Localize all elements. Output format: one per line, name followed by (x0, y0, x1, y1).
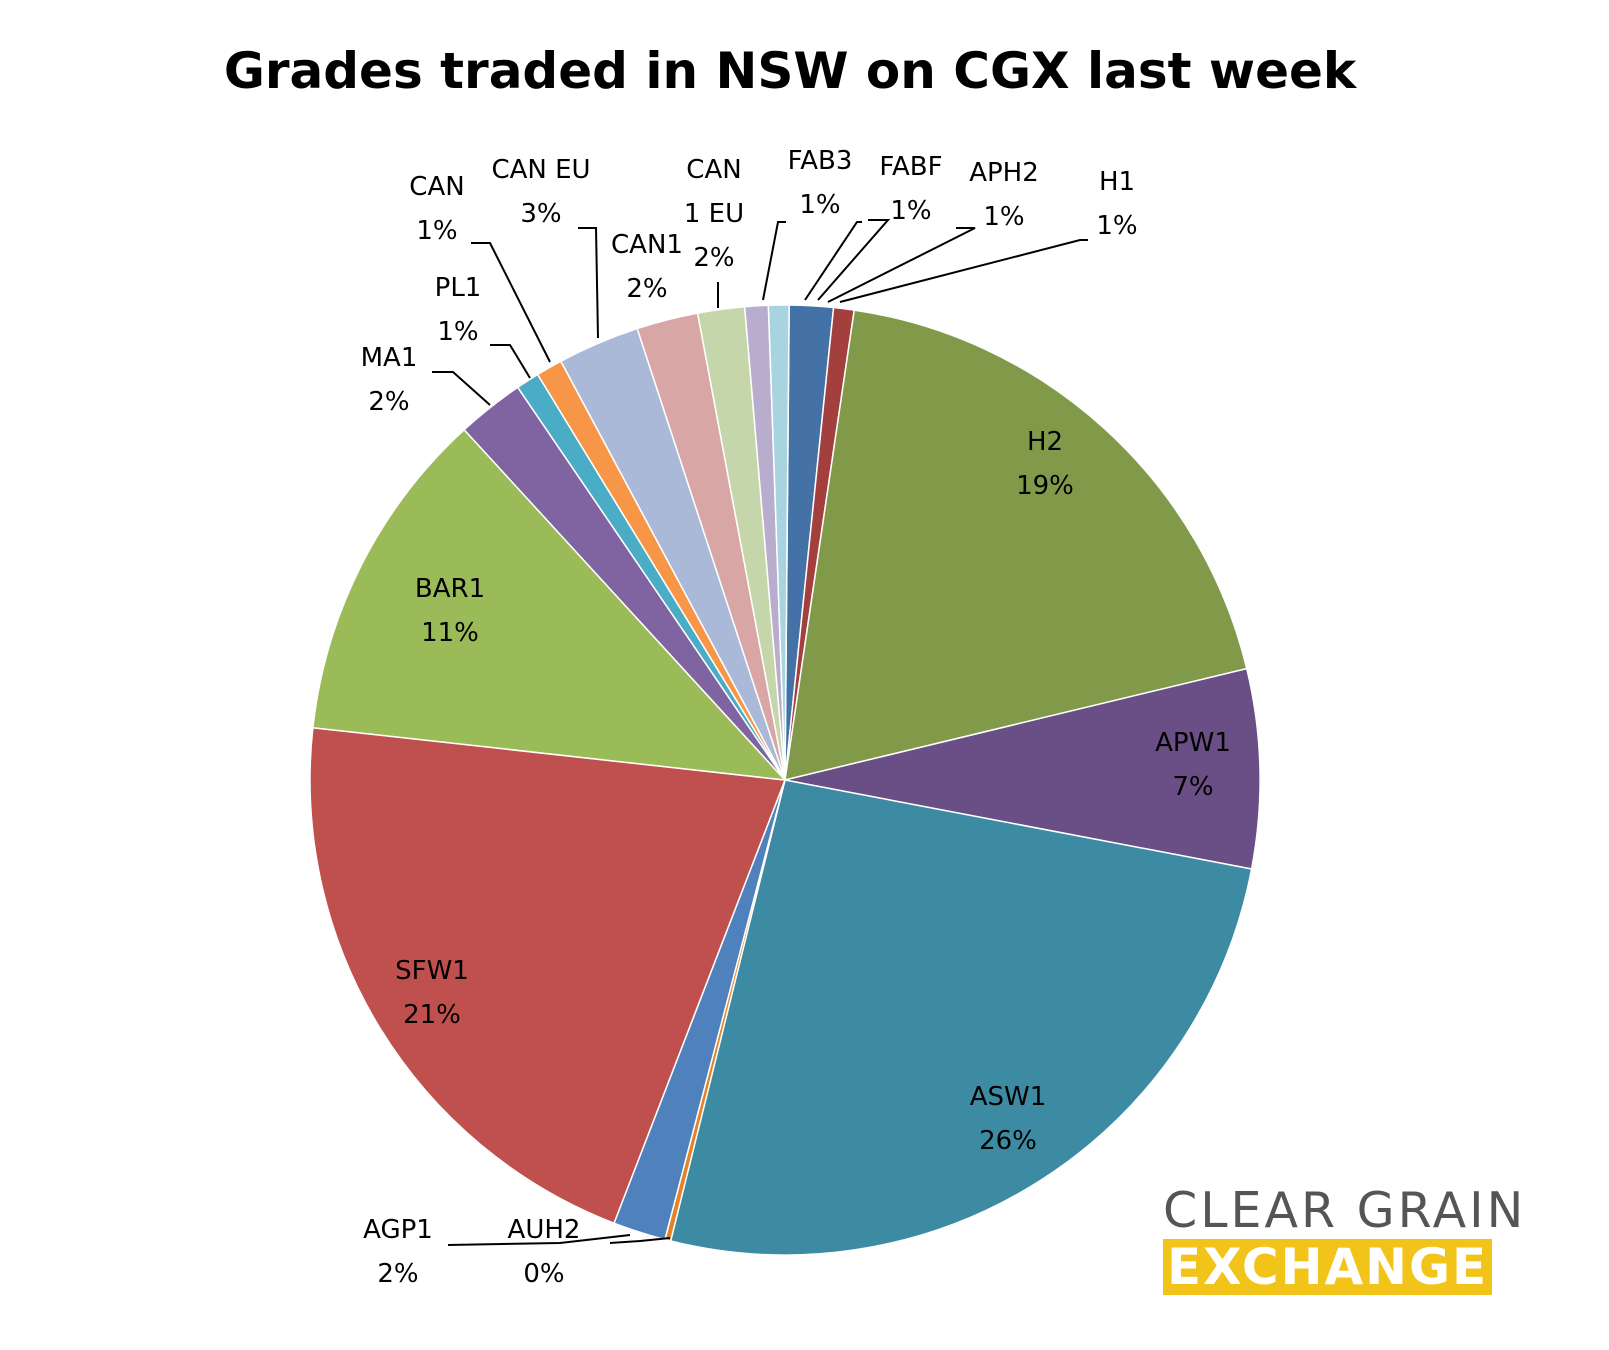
slice-label-fabf: FABF 1% (879, 152, 942, 226)
leader-line-auh2 (609, 1237, 671, 1244)
pie-slice-apw1 (784, 667, 1261, 870)
slice-label-bar1: BAR1 11% (415, 574, 485, 648)
pie-slice-sfw1 (309, 726, 787, 1225)
leader-line-h1 (839, 239, 1088, 303)
slice-label-asw1: ASW1 26% (970, 1082, 1047, 1156)
slice-label-auh2: AUH2 0% (508, 1215, 581, 1289)
slice-labels: FAB3 1% H1 1% H2 19% APW1 7% ASW1 26% AUH2 0% AGP1 2%… (361, 146, 1231, 1289)
slice-label-aph2: APH2 1% (969, 158, 1039, 232)
pie-slice-h2 (784, 309, 1248, 781)
slice-label-sfw1: SFW1 21% (395, 956, 469, 1030)
logo-line-1: CLEAR GRAIN (1163, 1182, 1527, 1239)
slice-label-ma1: MA1 2% (361, 343, 418, 417)
leader-line-ma1 (432, 371, 491, 406)
leader-line-extra (762, 221, 786, 301)
leader-line-fabf (817, 219, 891, 301)
clear-grain-exchange-logo: CLEAR GRAIN EXCHANGE (1163, 1185, 1526, 1295)
slice-label-apw1: APW1 7% (1155, 728, 1231, 802)
pie-slice-asw1 (669, 779, 1253, 1256)
slice-label-can1: CAN1 2% (611, 230, 683, 304)
pie-slices (309, 304, 1261, 1256)
chart-title: Grades traded in NSW on CGX last week (223, 42, 1357, 100)
leader-line-can-eu (578, 227, 599, 339)
leader-line-agp1 (447, 1234, 631, 1246)
leader-line-can (471, 242, 551, 363)
slice-label-can-1-eu: CAN 1 EU 2% (684, 155, 744, 273)
slice-label-pl1: PL1 1% (435, 273, 482, 347)
pie-slice-bar1 (312, 428, 787, 781)
slice-label-agp1: AGP1 2% (363, 1215, 433, 1289)
slice-label-can-eu: CAN EU 3% (491, 155, 590, 229)
slice-label-fab3: FAB3 1% (788, 146, 853, 220)
leader-line-pl1 (490, 344, 531, 379)
leader-line-fab3 (804, 221, 862, 301)
slice-label-can: CAN 1% (409, 172, 464, 246)
logo-line-2: EXCHANGE (1163, 1239, 1493, 1295)
leader-line-aph2 (827, 227, 976, 303)
slice-label-h2: H2 19% (1016, 427, 1074, 501)
slice-label-h1: H1 1% (1096, 167, 1137, 241)
leader-lines (432, 219, 1088, 1246)
pie-slice-aph2 (767, 304, 790, 781)
